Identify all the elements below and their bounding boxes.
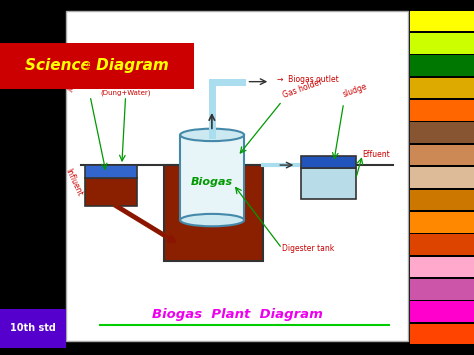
Bar — [85, 178, 137, 206]
Text: Influent: Influent — [63, 168, 84, 198]
Bar — [410, 78, 474, 98]
Bar — [410, 212, 474, 233]
Bar — [301, 168, 356, 199]
Bar — [410, 234, 474, 255]
Text: Biogas  Plant  Diagram: Biogas Plant Diagram — [152, 308, 322, 321]
Text: Digester tank: Digester tank — [282, 244, 334, 253]
Bar — [410, 301, 474, 322]
Text: →  Biogas outlet: → Biogas outlet — [277, 75, 339, 84]
Bar — [410, 190, 474, 210]
Bar — [85, 165, 137, 178]
Bar — [410, 279, 474, 300]
Text: sludge: sludge — [341, 82, 368, 99]
Bar — [66, 11, 408, 341]
Text: Science Diagram: Science Diagram — [25, 58, 169, 73]
Text: Effuent: Effuent — [363, 150, 391, 159]
Bar — [0, 309, 66, 348]
Text: Gas holder: Gas holder — [282, 77, 324, 99]
Bar — [0, 43, 194, 89]
Bar — [410, 33, 474, 54]
Bar — [410, 324, 474, 344]
Bar — [410, 122, 474, 143]
Bar — [410, 257, 474, 277]
Text: Mixing tank: Mixing tank — [66, 52, 100, 94]
Bar — [164, 165, 263, 261]
Bar — [410, 11, 474, 31]
Bar — [301, 156, 356, 168]
Bar — [410, 100, 474, 121]
Ellipse shape — [180, 129, 244, 141]
Bar — [410, 55, 474, 76]
Ellipse shape — [180, 214, 244, 226]
Bar — [180, 135, 244, 220]
Text: 10th std: 10th std — [10, 323, 56, 333]
Bar — [410, 167, 474, 188]
Text: Slury
(Dung+Water): Slury (Dung+Water) — [100, 82, 151, 96]
Bar — [410, 145, 474, 165]
Text: Biogas: Biogas — [191, 177, 233, 187]
